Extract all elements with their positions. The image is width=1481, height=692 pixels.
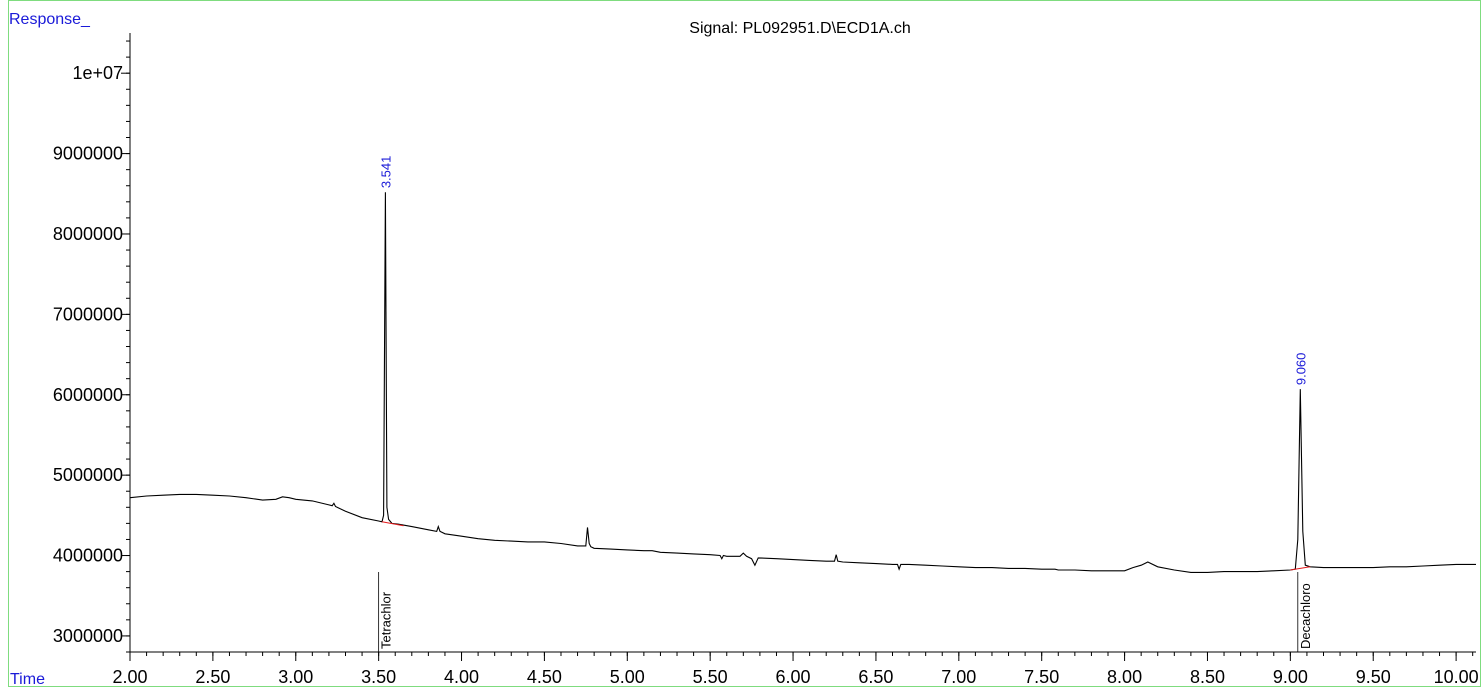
y-tick-label: 9000000	[53, 144, 123, 164]
y-tick-label: 6000000	[53, 385, 123, 405]
x-tick-label: 7.50	[1024, 667, 1059, 687]
x-axis-label: Time	[10, 671, 45, 687]
chart-title: Signal: PL092951.D\ECD1A.ch	[689, 20, 910, 37]
x-tick-label: 9.50	[1356, 667, 1391, 687]
y-axis-label: Response_	[9, 11, 91, 28]
x-tick-label: 5.00	[610, 667, 645, 687]
x-tick-label: 4.50	[527, 667, 562, 687]
y-tick-label: 5000000	[53, 465, 123, 485]
x-tick-label: 4.00	[444, 667, 479, 687]
x-tick-label: 9.00	[1273, 667, 1308, 687]
chart-axes: 3000000 4000000 5000000 6000000 7000000 80000…	[53, 33, 1479, 687]
x-tick-label: 2.00	[112, 667, 147, 687]
x-tick-label: 3.00	[278, 667, 313, 687]
signal-trace	[129, 192, 1476, 573]
x-tick-label: 7.00	[941, 667, 976, 687]
x-tick-label: 2.50	[195, 667, 230, 687]
x-tick-label: 6.00	[776, 667, 811, 687]
x-tick-label: 8.50	[1190, 667, 1225, 687]
y-tick-label: 7000000	[53, 304, 123, 324]
compound-label: Decachloro	[1298, 583, 1313, 649]
x-tick-label: 3.50	[361, 667, 396, 687]
peak-label: 9.060	[1293, 353, 1308, 386]
peak-baseline	[1290, 566, 1311, 571]
x-tick-label: 8.00	[1107, 667, 1142, 687]
compound-label: Tetrachlor	[379, 591, 394, 649]
chart-marks: 3.541 9.060 Tetrachlor Decachloro	[129, 156, 1476, 652]
peak-label: 3.541	[378, 156, 393, 189]
y-tick-label: 8000000	[53, 224, 123, 244]
y-tick-label: 4000000	[53, 546, 123, 566]
x-tick-label: 5.50	[693, 667, 728, 687]
x-tick-label: 10.00	[1434, 667, 1479, 687]
peak-baseline	[381, 521, 404, 527]
y-tick-label: 3000000	[53, 626, 123, 646]
y-tick-label: 1e+07	[72, 63, 123, 83]
x-tick-label: 6.50	[858, 667, 893, 687]
chart-frame	[8, 0, 1481, 687]
